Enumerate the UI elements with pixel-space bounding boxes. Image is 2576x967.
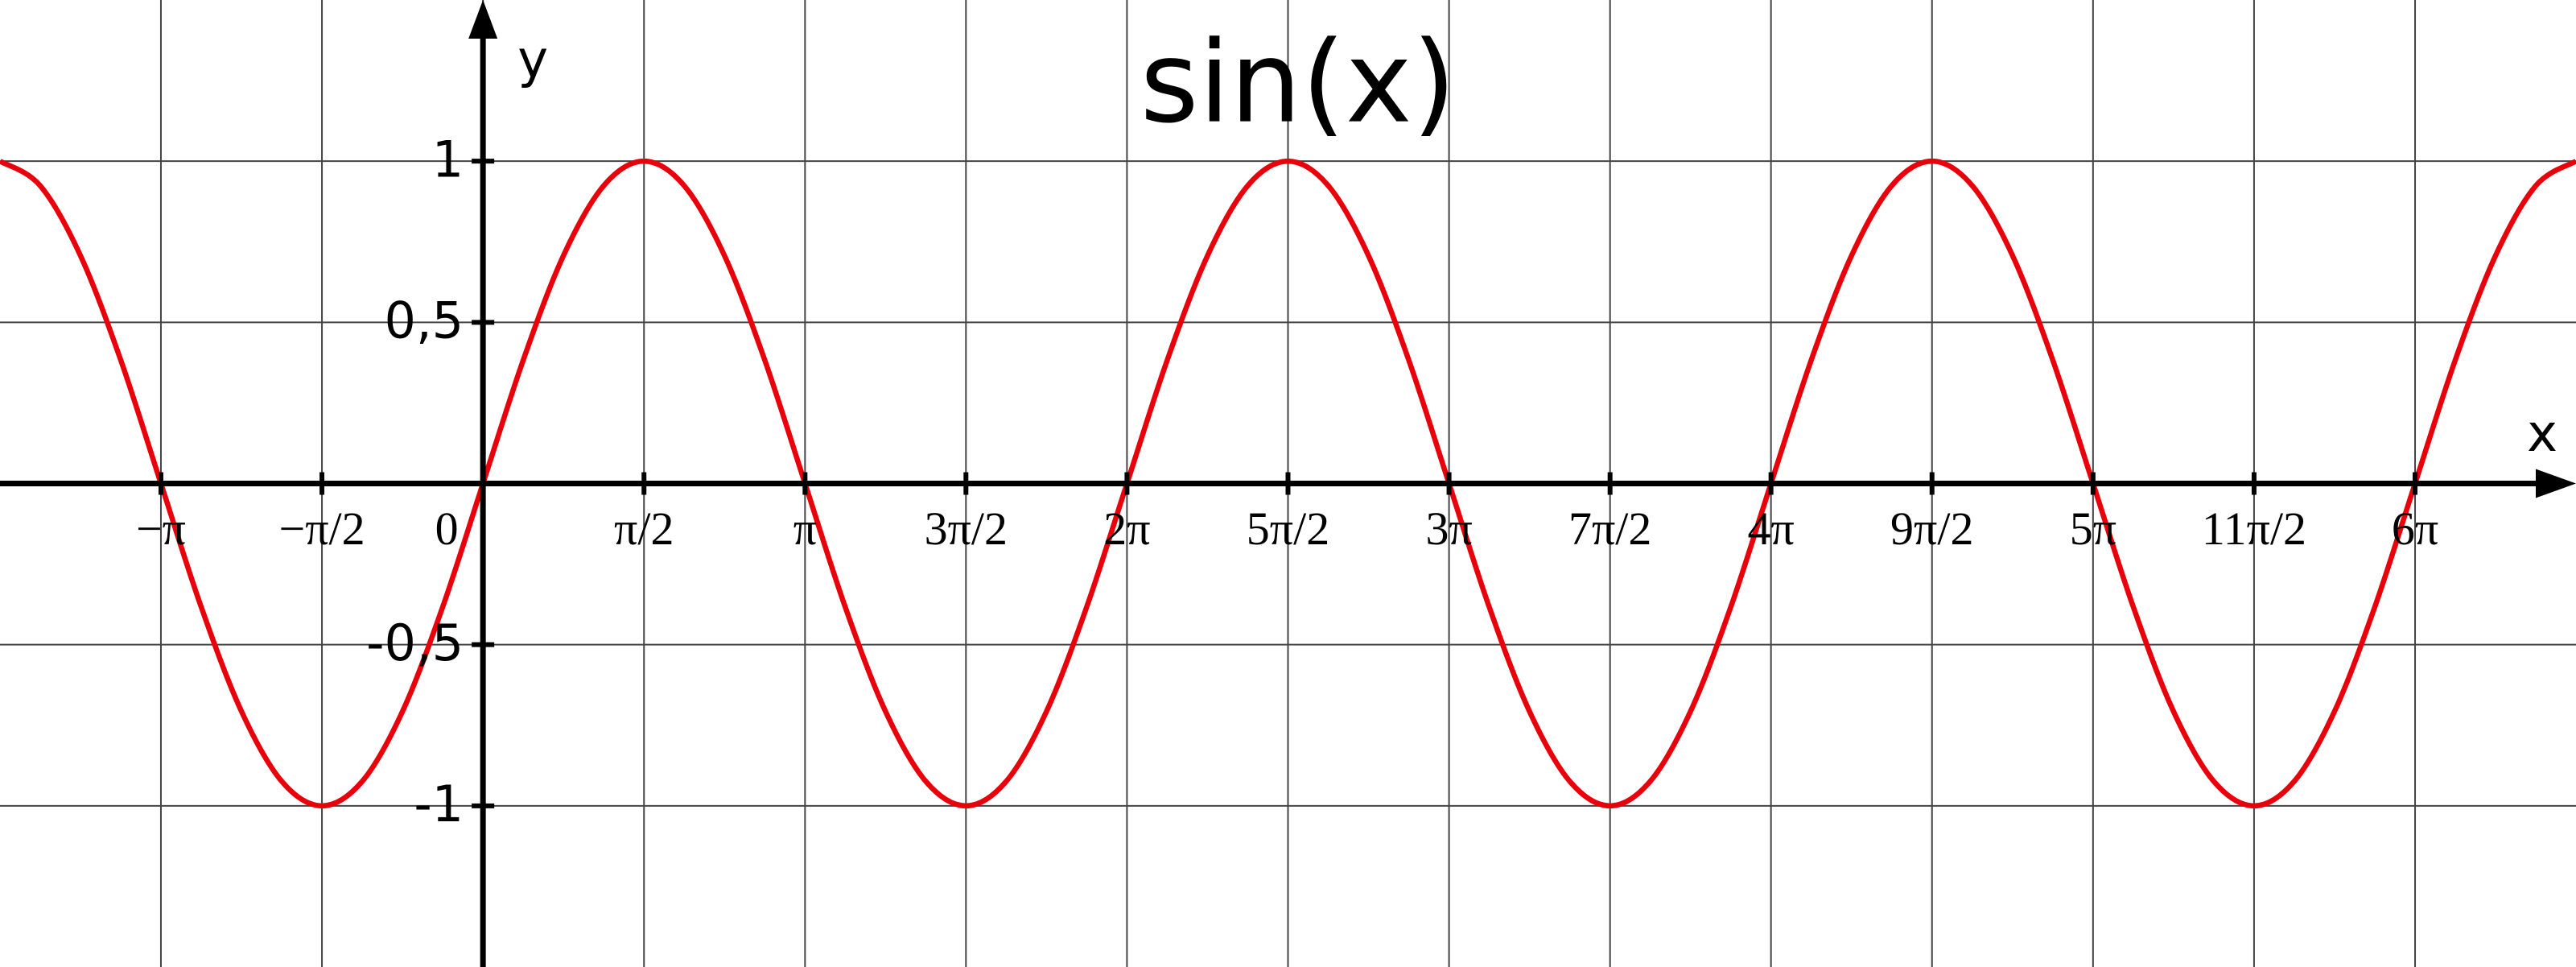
x-tick-label: −π bbox=[136, 502, 186, 555]
x-tick-label: 2π bbox=[1103, 502, 1150, 555]
y-tick-label: -1 bbox=[414, 775, 464, 833]
plot-area bbox=[0, 158, 2576, 809]
y-tick-label: 0,5 bbox=[385, 291, 464, 349]
x-tick-label: 6π bbox=[2392, 502, 2438, 555]
y-tick-label: 1 bbox=[432, 130, 464, 188]
chart-title: sin(x) bbox=[1140, 18, 1457, 149]
x-tick-label: 9π/2 bbox=[1890, 502, 1973, 555]
x-tick-label: 0 bbox=[435, 502, 459, 555]
y-tick-label: -0,5 bbox=[366, 614, 464, 672]
y-axis-arrow bbox=[468, 0, 498, 39]
x-tick-label: 7π/2 bbox=[1568, 502, 1651, 555]
x-tick-label: 5π bbox=[2070, 502, 2116, 555]
x-axis-arrow bbox=[2536, 469, 2576, 498]
x-tick-label: π bbox=[793, 502, 817, 555]
x-tick-label: π/2 bbox=[614, 502, 674, 555]
x-tick-label: 4π bbox=[1748, 502, 1795, 555]
x-tick-label: 3π bbox=[1425, 502, 1472, 555]
x-tick-label: 5π/2 bbox=[1247, 502, 1329, 555]
x-tick-label: 3π/2 bbox=[925, 502, 1008, 555]
x-tick-label: 11π/2 bbox=[2202, 502, 2306, 555]
y-axis-label: y bbox=[517, 31, 548, 90]
line-series bbox=[0, 158, 2576, 809]
x-tick-label: −π/2 bbox=[279, 502, 365, 555]
x-axis-label: x bbox=[2527, 404, 2557, 464]
